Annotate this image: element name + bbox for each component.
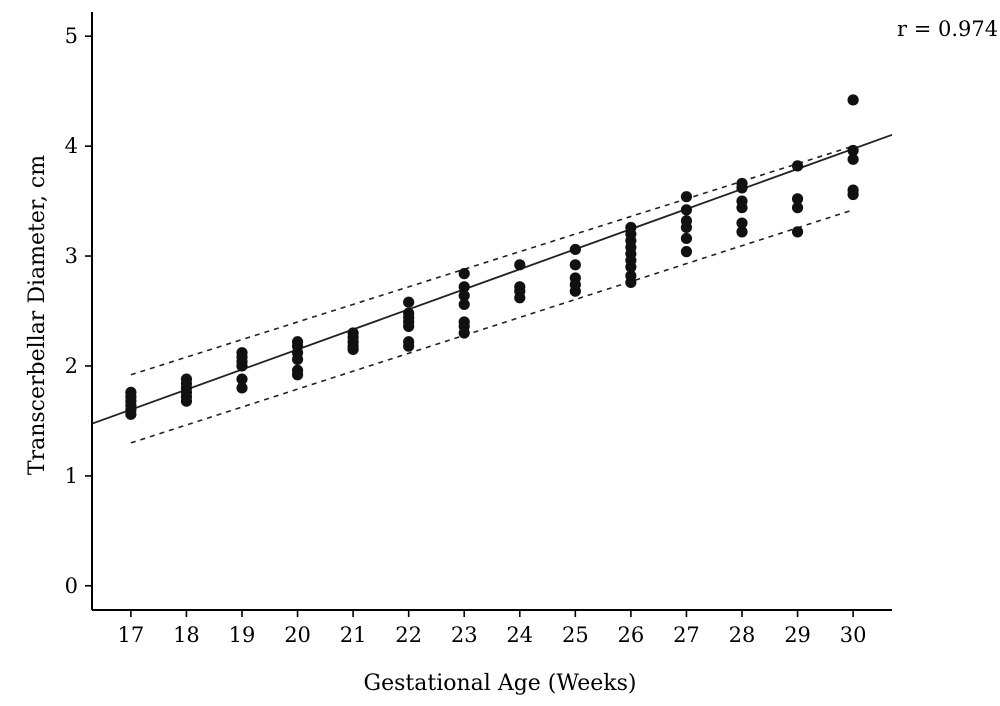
x-tick-label: 29 (784, 623, 811, 647)
data-point (847, 188, 859, 201)
data-point (458, 268, 470, 280)
data-point (569, 285, 581, 297)
y-tick-label: 4 (65, 134, 78, 158)
data-point (291, 353, 304, 365)
y-tick-label: 1 (65, 464, 78, 488)
data-point (236, 382, 248, 394)
y-tick-label: 2 (65, 354, 78, 378)
x-tick-label: 19 (229, 623, 256, 647)
data-point (625, 276, 637, 289)
data-point (791, 193, 804, 205)
data-point (514, 259, 526, 271)
data-point (736, 217, 748, 229)
data-point (291, 369, 304, 381)
x-tick-label: 17 (118, 623, 145, 647)
data-point (680, 191, 693, 203)
plot-area (91, 94, 893, 444)
data-point (236, 373, 248, 385)
data-point (569, 259, 581, 271)
x-tick-label: 28 (729, 623, 756, 647)
x-tick-label: 30 (840, 623, 867, 647)
data-point (180, 395, 193, 407)
data-point (625, 261, 637, 273)
data-point (680, 221, 693, 234)
x-tick-label: 18 (173, 623, 200, 647)
x-tick-label: 25 (562, 623, 589, 647)
correlation-annotation: r = 0.974 (897, 17, 998, 41)
data-point (680, 204, 693, 216)
x-tick-label: 21 (340, 623, 367, 647)
x-tick-label: 23 (451, 623, 478, 647)
x-tick-label: 27 (673, 623, 700, 647)
data-point (458, 281, 470, 293)
data-point (125, 408, 137, 420)
data-point (680, 232, 693, 245)
data-point (847, 153, 859, 165)
data-point (458, 327, 470, 339)
data-point (347, 343, 359, 356)
data-point (403, 320, 415, 332)
regression-line (91, 133, 893, 425)
data-point (680, 246, 693, 258)
data-point (736, 182, 748, 194)
x-axis-title: Gestational Age (Weeks) (364, 671, 637, 696)
ci-lower-line (130, 209, 854, 444)
data-point (736, 202, 748, 214)
y-tick-label: 0 (65, 574, 78, 598)
y-tick-label: 3 (65, 244, 78, 268)
data-point (514, 292, 526, 304)
data-point (847, 144, 859, 157)
x-tick-label: 24 (506, 623, 533, 647)
data-point (236, 360, 248, 372)
y-tick-label: 5 (65, 24, 78, 48)
data-point (458, 298, 470, 311)
data-point (569, 243, 581, 256)
data-point (458, 290, 470, 302)
x-tick-label: 26 (618, 623, 645, 647)
y-axis-title: Transcerbellar Diameter, cm (25, 155, 50, 475)
ci-upper-line (130, 145, 854, 376)
x-tick-label: 20 (284, 623, 311, 647)
data-point (403, 340, 415, 352)
data-point (403, 296, 415, 308)
data-point (791, 160, 804, 172)
x-tick-label: 22 (395, 623, 422, 647)
data-point (791, 226, 804, 238)
data-point (847, 94, 859, 106)
data-point (791, 202, 804, 214)
data-point (736, 226, 748, 238)
